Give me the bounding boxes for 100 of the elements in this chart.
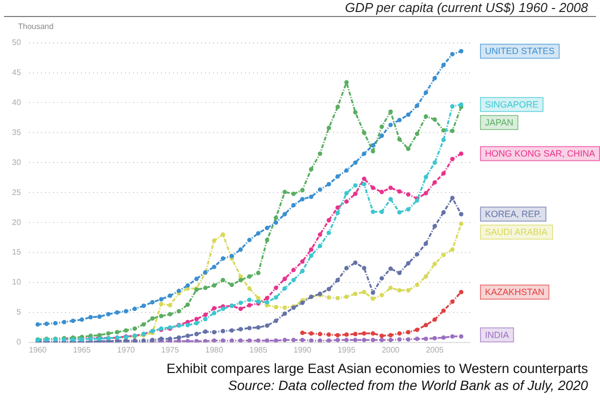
point [432,262,437,266]
point [318,232,322,237]
point [450,334,455,339]
y-tick-label: 0 [16,338,22,347]
point [282,212,287,216]
x-tick-label: 1970 [117,345,136,354]
y-axis-title: Thousand [18,22,54,31]
point [159,297,164,302]
point [300,188,305,192]
point [300,300,305,306]
x-tick-label: 1990 [293,345,312,354]
point [159,336,164,342]
point [238,338,243,342]
point [326,286,332,292]
x-tick-label: 1980 [205,345,224,354]
point [132,326,137,331]
point [450,196,455,200]
point [88,315,93,320]
point [362,331,366,336]
point [406,192,410,197]
point [318,338,322,342]
point [203,329,208,334]
point [282,286,287,291]
chart-title: GDP per capita (current US$) 1960 - 2008 [344,0,588,15]
point [353,292,358,296]
point [380,334,384,338]
point [441,335,446,340]
point [70,318,76,324]
point [406,288,410,292]
point [458,290,464,294]
text: Exhibit compares large East Asian economies to Western counterparts [166,360,588,377]
point [397,331,402,336]
point [282,276,287,282]
point [432,317,437,322]
x-tick-label: 1965 [72,345,92,354]
point [380,292,384,298]
point [370,149,376,154]
point [406,261,410,266]
point [406,112,410,117]
point [300,268,305,274]
point [291,268,296,272]
point [309,338,314,342]
point [291,202,296,208]
point [450,104,455,109]
point [203,286,208,290]
point [344,191,349,196]
point [388,286,393,290]
point [424,114,428,119]
point [97,314,102,319]
point [362,151,366,156]
point [274,318,278,324]
point [318,332,322,336]
point [318,151,322,156]
y-tick-label: 25 [12,188,22,197]
point [441,138,446,142]
point [353,183,358,188]
point [203,312,208,318]
point [362,338,366,342]
point [124,309,128,314]
point [335,210,340,216]
point [291,278,296,282]
point [344,80,349,85]
point [318,244,322,248]
point [62,320,66,324]
point [159,314,164,318]
text: SINGAPORE [485,100,539,110]
y-tick-label: 45 [12,68,22,77]
text: SAUDI ARABIA [485,227,548,238]
text: KAZAKHSTAN [485,287,544,298]
point [53,321,58,326]
point [353,260,358,265]
point [247,274,252,279]
point [282,338,287,342]
point [185,339,190,342]
point [450,128,455,134]
point [450,299,455,304]
point [274,216,278,220]
point [159,302,164,306]
point [282,190,287,194]
point [397,270,402,276]
point [212,264,216,270]
point [168,336,172,342]
point [238,300,243,306]
point [370,338,376,342]
point [44,322,49,326]
point [274,220,278,225]
y-tick-label: 50 [12,38,22,48]
point [256,270,260,276]
point [291,338,296,342]
x-tick-label: 1960 [28,345,48,354]
point [309,253,314,258]
point [318,187,322,192]
point [414,132,420,136]
point [388,110,393,114]
point [344,199,349,204]
point [203,339,208,342]
point [414,328,420,332]
point [264,338,270,342]
point [132,306,137,312]
point [353,110,358,115]
